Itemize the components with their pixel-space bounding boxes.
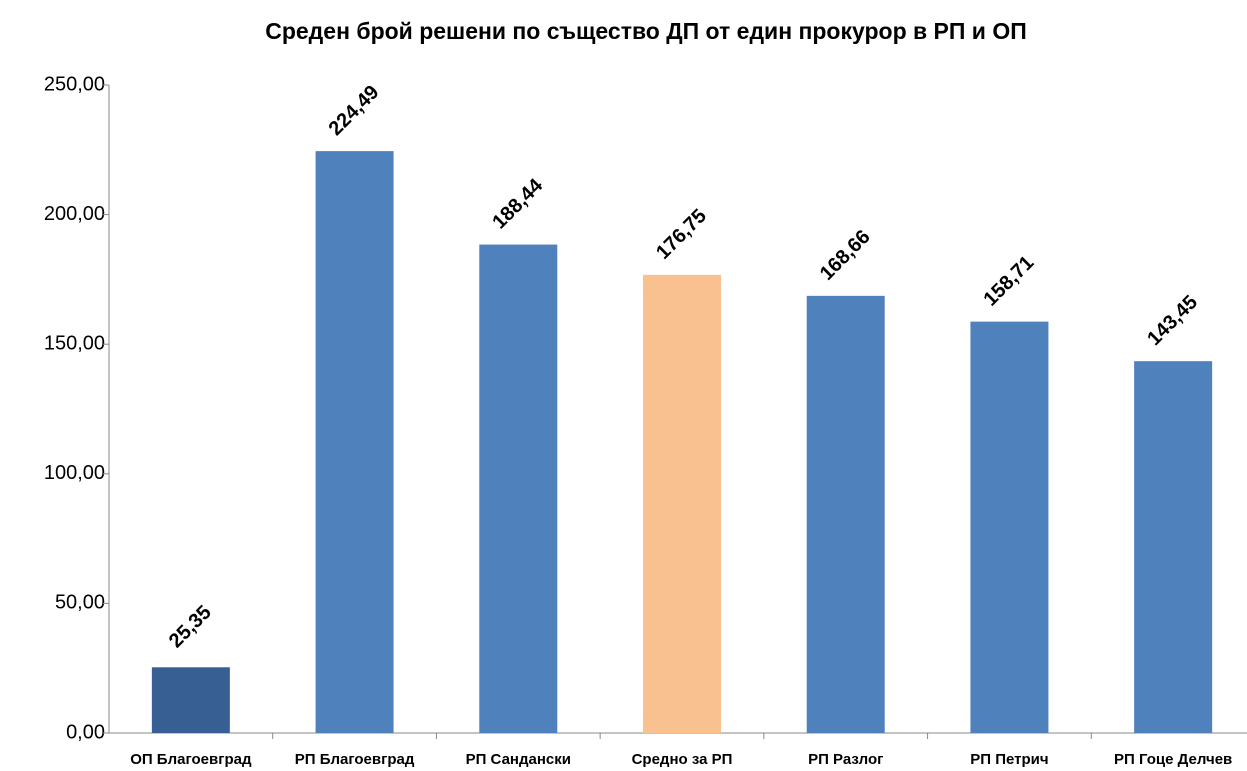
x-tick-label: РП Разлог	[808, 751, 883, 768]
value-label: 188,44	[488, 174, 547, 233]
x-tick-label: Средно за РП	[632, 751, 733, 768]
y-tick-label: 0,00	[66, 721, 105, 743]
x-tick-label: ОП Благоевград	[130, 751, 252, 768]
y-tick-label: 50,00	[55, 592, 105, 614]
value-label: 25,35	[165, 601, 216, 652]
y-tick-label: 250,00	[44, 73, 105, 95]
y-tick-label: 100,00	[44, 462, 105, 484]
value-label: 158,71	[980, 252, 1039, 311]
value-label: 143,45	[1143, 291, 1202, 350]
bar	[151, 667, 230, 733]
bar	[970, 321, 1049, 733]
y-tick-label: 150,00	[44, 332, 105, 354]
y-tick-label: 200,00	[44, 203, 105, 225]
bar	[315, 151, 394, 733]
x-tick-label: РП Сандански	[466, 751, 571, 768]
value-label: 176,75	[652, 205, 711, 264]
bar	[643, 274, 721, 733]
value-label: 168,66	[816, 226, 875, 285]
bar	[806, 295, 885, 733]
value-label: 224,49	[325, 81, 384, 140]
x-tick-label: РП Петрич	[970, 751, 1048, 768]
bar	[479, 244, 558, 733]
chart-title: Среден брой решени по същество ДП от еди…	[265, 18, 1027, 44]
x-tick-label: РП Гоце Делчев	[1114, 751, 1232, 768]
bar	[1134, 361, 1213, 733]
x-tick-label: РП Благоевград	[295, 751, 415, 768]
